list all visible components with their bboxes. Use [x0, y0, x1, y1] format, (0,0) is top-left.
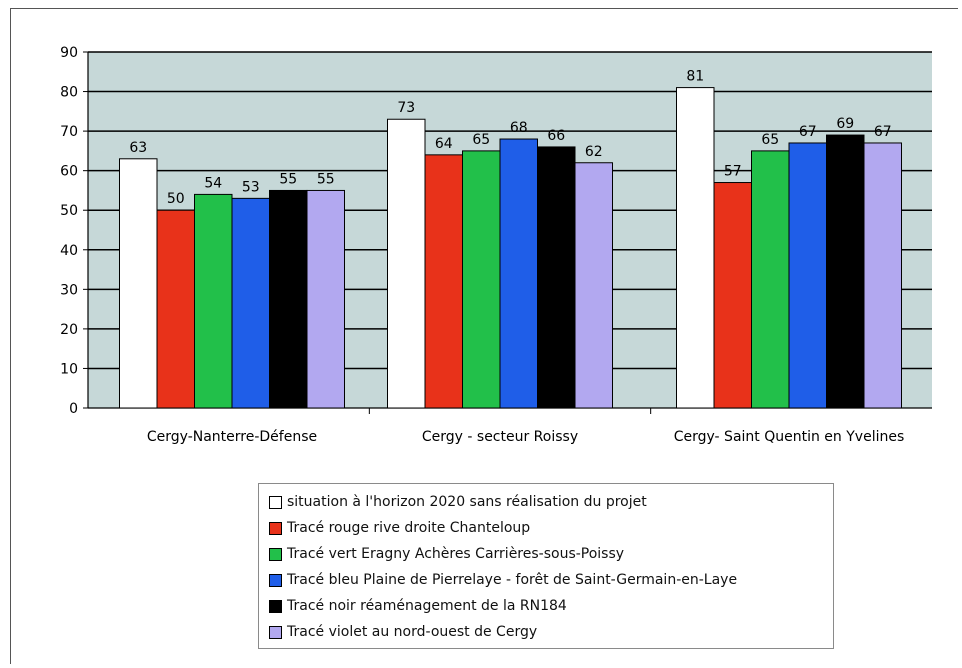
bar-1-3 — [676, 87, 715, 409]
y-tick-label: 80 — [60, 85, 78, 101]
legend-swatch — [269, 625, 282, 639]
data-label: 73 — [397, 100, 415, 116]
legend-label: Tracé bleu Plaine de Pierrelaye - forêt … — [287, 572, 738, 588]
bar-3-1 — [194, 193, 233, 409]
legend-label: Tracé rouge rive droite Chanteloup — [287, 520, 531, 536]
bar-3-3 — [751, 150, 790, 409]
legend-swatch — [269, 573, 282, 587]
bar-6-1 — [306, 189, 345, 409]
bar-1-1 — [119, 158, 158, 409]
y-tick-label: 10 — [60, 361, 78, 377]
data-label: 65 — [472, 132, 490, 148]
bar-chart: 0 10 20 30 40 50 60 70 80 90 63 50 54 53 55 55 73 64 65 68… — [60, 45, 932, 445]
category-label: Cergy - secteur Roissy — [422, 429, 578, 445]
bar-5-1 — [269, 189, 308, 409]
y-tick-label: 30 — [60, 282, 78, 298]
legend-swatch — [269, 495, 282, 509]
legend-item: Tracé vert Eragny Achères Carrières-sous… — [269, 541, 833, 567]
bar-2-3 — [713, 182, 752, 409]
data-label: 67 — [874, 124, 892, 140]
data-label: 65 — [761, 132, 779, 148]
bar-2-1 — [156, 209, 195, 409]
bar-1-2 — [387, 118, 426, 409]
legend-label: Tracé noir réaménagement de la RN184 — [287, 598, 567, 614]
y-tick-label: 70 — [60, 124, 78, 140]
y-tick-label: 50 — [60, 203, 78, 219]
bar-3-2 — [462, 150, 501, 409]
legend-swatch — [269, 547, 282, 561]
data-label: 55 — [279, 171, 297, 187]
legend-label: situation à l'horizon 2020 sans réalisat… — [287, 494, 647, 510]
legend: situation à l'horizon 2020 sans réalisat… — [258, 483, 834, 649]
legend-item: Tracé violet au nord-ouest de Cergy — [269, 619, 833, 645]
data-label: 66 — [547, 128, 565, 144]
y-tick-label: 90 — [60, 45, 78, 61]
bar-2-2 — [424, 154, 463, 409]
y-tick-label: 60 — [60, 164, 78, 180]
legend-label: Tracé violet au nord-ouest de Cergy — [287, 624, 538, 640]
data-label: 62 — [585, 144, 603, 160]
data-label: 81 — [686, 69, 704, 85]
legend-item: situation à l'horizon 2020 sans réalisat… — [269, 489, 833, 515]
chart-frame — [10, 8, 958, 664]
legend-item: Tracé bleu Plaine de Pierrelaye - forêt … — [269, 567, 833, 593]
category-label: Cergy-Nanterre-Défense — [147, 429, 317, 445]
data-label: 64 — [435, 136, 453, 152]
legend-swatch — [269, 521, 282, 535]
data-label: 53 — [242, 179, 260, 195]
bar-4-3 — [788, 142, 827, 409]
y-tick-label: 40 — [60, 243, 78, 259]
data-label: 69 — [836, 116, 854, 132]
bar-5-3 — [826, 134, 865, 409]
category-label: Cergy- Saint Quentin en Yvelines — [674, 429, 905, 445]
data-label: 68 — [510, 120, 528, 136]
legend-swatch — [269, 599, 282, 613]
bar-4-1 — [231, 197, 270, 409]
data-label: 50 — [167, 191, 185, 207]
legend-item: Tracé rouge rive droite Chanteloup — [269, 515, 833, 541]
bar-5-2 — [537, 146, 576, 409]
bar-6-2 — [574, 162, 613, 409]
y-tick-label: 20 — [60, 322, 78, 338]
legend-item: Tracé noir réaménagement de la RN184 — [269, 593, 833, 619]
data-label: 57 — [724, 164, 742, 180]
bar-6-3 — [863, 142, 902, 409]
bar-4-2 — [499, 138, 538, 409]
data-label: 67 — [799, 124, 817, 140]
data-label: 55 — [317, 171, 335, 187]
data-label: 54 — [204, 175, 222, 191]
y-tick-label: 0 — [69, 401, 78, 417]
data-label: 63 — [129, 140, 147, 156]
legend-label: Tracé vert Eragny Achères Carrières-sous… — [287, 546, 625, 562]
